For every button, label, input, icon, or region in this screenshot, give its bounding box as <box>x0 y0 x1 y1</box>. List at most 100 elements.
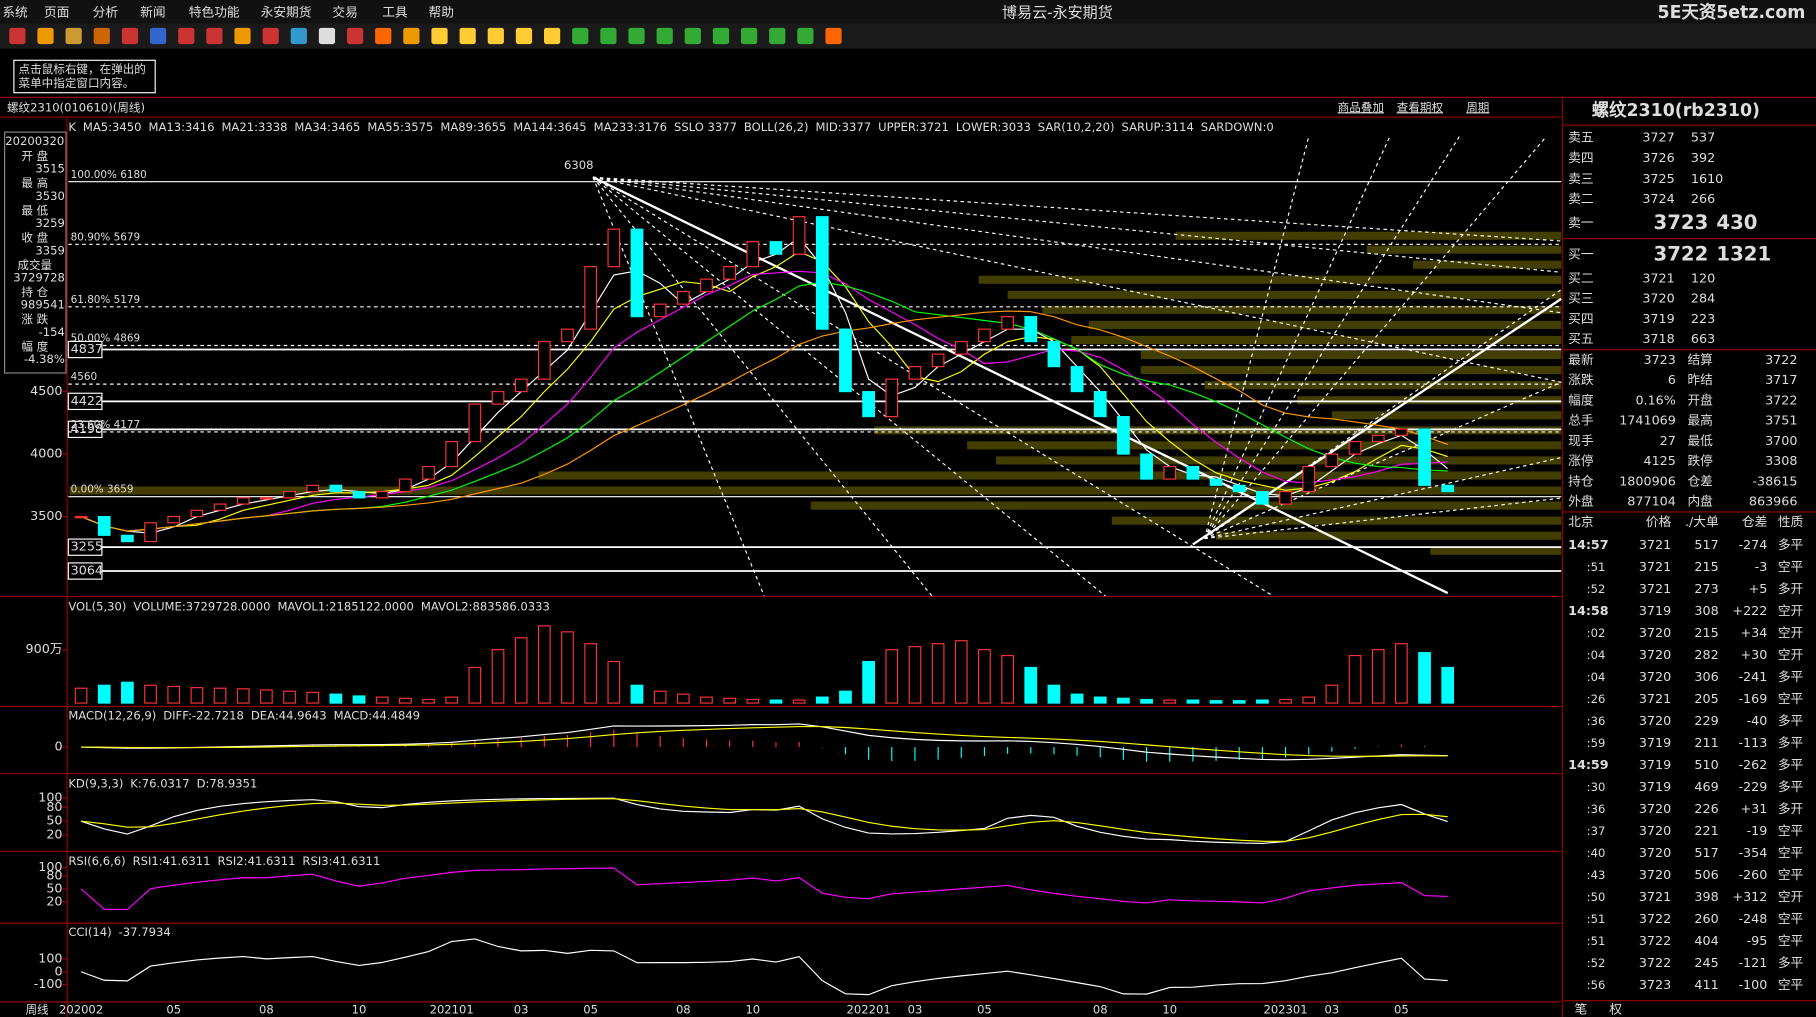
tool-button[interactable] <box>684 27 701 45</box>
tool-button[interactable] <box>628 27 645 45</box>
indicator-value: MA144:3645 <box>513 120 586 134</box>
tool-button[interactable] <box>825 27 842 45</box>
candle <box>1047 341 1061 368</box>
menu-item[interactable]: 系统 <box>2 5 28 20</box>
indicator-value: RSI3:41.6311 <box>302 854 380 868</box>
rsi-line <box>80 867 1448 911</box>
menu-item[interactable]: 永安期货 <box>261 4 312 20</box>
candle <box>422 466 435 480</box>
tool-button[interactable] <box>740 27 758 45</box>
tick-change: -248 <box>1738 912 1767 927</box>
tool-button[interactable] <box>93 27 110 45</box>
tool-button[interactable] <box>149 27 167 45</box>
tool-button[interactable] <box>206 27 223 45</box>
tool-button[interactable] <box>543 27 561 45</box>
tick-volume: 221 <box>1694 824 1718 839</box>
stat-label: 涨停 <box>1568 453 1594 469</box>
candle <box>283 490 296 499</box>
y-tick-label: 4000 <box>30 447 62 462</box>
book-price: 3721 <box>1642 272 1674 287</box>
tick-change: -95 <box>1747 934 1768 949</box>
menu-item[interactable]: 特色功能 <box>189 4 240 20</box>
tick-time: :51 <box>1587 934 1606 948</box>
y-tick-label: 4500 <box>30 384 62 399</box>
indicator-value: MA13:3416 <box>148 120 214 134</box>
stat-label: 最新 <box>1568 352 1594 368</box>
book-label: 卖一 <box>1568 216 1594 231</box>
candle <box>1186 466 1200 480</box>
candle <box>1418 428 1431 486</box>
header-link[interactable]: 查看期权 <box>1397 100 1444 114</box>
tool-button[interactable] <box>375 27 392 45</box>
tool-button[interactable] <box>600 27 617 45</box>
tick-time: :26 <box>1587 692 1606 706</box>
indicator-value: UPPER:3721 <box>878 120 949 134</box>
tick-price: 3720 <box>1639 824 1671 839</box>
menu-item[interactable]: 工具 <box>382 5 408 20</box>
tool-button[interactable] <box>65 27 82 45</box>
tick-price: 3722 <box>1639 934 1671 949</box>
tool-button[interactable] <box>37 27 54 45</box>
menu-item[interactable]: 页面 <box>44 5 70 20</box>
panel-tab[interactable]: 权 <box>1609 1001 1622 1017</box>
tool-button[interactable] <box>318 27 336 45</box>
tool-button[interactable] <box>656 27 673 45</box>
book-volume: 120 <box>1691 272 1715 287</box>
tool-button[interactable] <box>797 27 814 45</box>
menu-item[interactable]: 分析 <box>93 5 119 20</box>
indicator-value: CCI(14) <box>68 925 111 939</box>
candle <box>74 515 88 519</box>
volume-bar <box>584 643 598 704</box>
tool-button[interactable] <box>572 27 589 45</box>
indicator-value: MA89:3655 <box>440 120 506 134</box>
tool-button[interactable] <box>346 27 364 45</box>
pane-borders <box>0 96 1816 1017</box>
gann-lines <box>592 136 1562 598</box>
menu-item[interactable]: 新闻 <box>140 4 165 20</box>
tool-button[interactable] <box>487 27 504 45</box>
tool-button[interactable] <box>262 27 279 45</box>
candle <box>537 341 551 380</box>
header-link[interactable]: 周期 <box>1466 100 1489 114</box>
candle <box>144 522 157 543</box>
tick-time: :04 <box>1587 670 1606 684</box>
tick-price: 3720 <box>1639 648 1671 663</box>
tick-volume: 308 <box>1694 604 1718 619</box>
stat-label: 昨结 <box>1687 373 1712 388</box>
y-tick-label: 50 <box>46 881 62 896</box>
panel-tab[interactable]: 笔 <box>1575 1001 1588 1017</box>
tick-volume: 205 <box>1694 692 1718 707</box>
tool-button[interactable] <box>290 27 307 45</box>
volume-bar <box>908 646 922 704</box>
menu-item[interactable]: 交易 <box>332 4 357 20</box>
volume-bar <box>1441 666 1455 704</box>
tool-button[interactable] <box>712 27 730 45</box>
header-link[interactable]: 商品叠加 <box>1338 100 1384 114</box>
tool-button[interactable] <box>431 27 448 45</box>
candle <box>1140 453 1153 480</box>
tool-button[interactable] <box>234 27 251 45</box>
stat-value: 3717 <box>1765 373 1797 388</box>
indicator-value: MID:3377 <box>815 120 871 134</box>
tool-button[interactable] <box>459 27 476 45</box>
stat-label: 最高 <box>1687 413 1712 429</box>
book-volume: 392 <box>1691 151 1715 166</box>
tool-button[interactable] <box>769 27 786 45</box>
tool-button[interactable] <box>515 27 533 45</box>
menu-item[interactable]: 帮助 <box>429 5 454 20</box>
level-label: 0.00% 3659 <box>71 484 134 496</box>
tool-button[interactable] <box>403 27 420 45</box>
candle <box>491 391 505 405</box>
book-price: 3726 <box>1642 151 1674 166</box>
volume-bar <box>839 690 852 704</box>
x-tick-label: 08 <box>676 1002 691 1016</box>
tick-time: :30 <box>1587 780 1606 794</box>
tool-button[interactable] <box>9 27 26 45</box>
tool-button[interactable] <box>121 27 139 45</box>
book-price: 3723 <box>1654 211 1709 234</box>
stat-label: 最低 <box>1687 434 1713 449</box>
tick-change: -241 <box>1738 670 1767 685</box>
tool-button[interactable] <box>178 27 195 45</box>
y-tick-label: 0 <box>54 740 62 755</box>
level-box <box>67 538 103 556</box>
